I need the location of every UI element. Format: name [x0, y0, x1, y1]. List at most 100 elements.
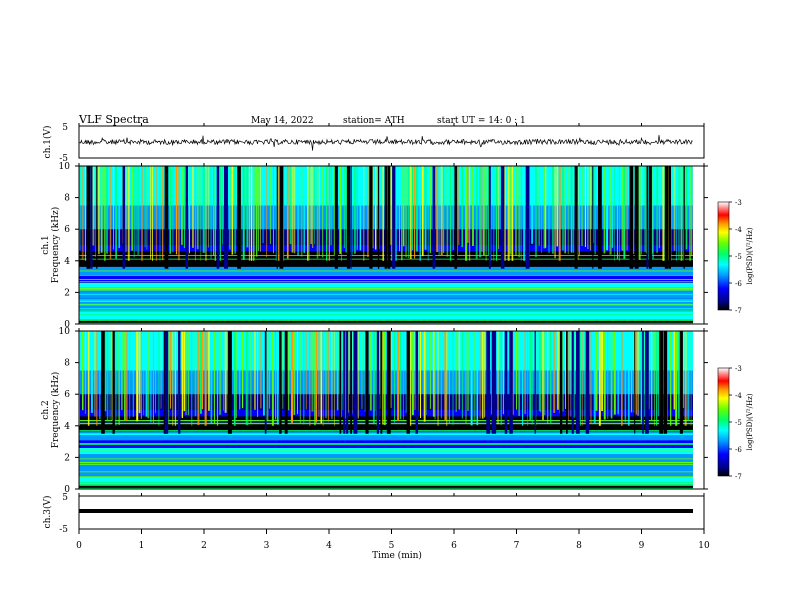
- spectrogram-streak: [341, 166, 342, 261]
- spectrogram-streak: [484, 331, 486, 418]
- spectrogram-line: [79, 422, 693, 424]
- spectrogram-streak: [266, 331, 269, 422]
- spectrogram-gap: [380, 331, 383, 434]
- spectrogram-gap: [392, 166, 396, 269]
- spectrogram-gap: [663, 331, 668, 434]
- spectrogram-streak: [354, 166, 356, 254]
- spectrogram-streak: [635, 331, 637, 415]
- spectrogram-streak: [390, 331, 392, 408]
- spectrogram-streak: [141, 166, 143, 261]
- spectrogram-streak: [565, 331, 567, 409]
- spectrogram-streak: [81, 166, 84, 260]
- spectrogram-streak: [150, 331, 152, 423]
- spectrogram-streak: [235, 331, 237, 418]
- spectrogram-streak: [481, 331, 484, 419]
- spectrogram-band: [79, 394, 693, 410]
- spectrogram-streak: [202, 166, 205, 253]
- spectrogram-streak: [372, 166, 374, 249]
- spectrogram-line: [79, 279, 693, 280]
- spectrogram-streak: [483, 166, 485, 256]
- spectrogram-streak: [383, 331, 386, 425]
- spec-ytick-label: 10: [59, 327, 71, 337]
- spectrogram-streak: [316, 166, 319, 259]
- spectrogram-streak: [213, 331, 215, 424]
- spectrogram-streak: [545, 166, 547, 248]
- spectrogram-streak: [305, 331, 307, 410]
- spectrogram-streak: [518, 166, 521, 258]
- spectrogram-streak: [242, 331, 244, 409]
- spectrogram-band: [79, 410, 693, 417]
- spectrogram-streak: [222, 331, 224, 411]
- spectrogram-streak: [516, 331, 517, 410]
- spectrogram-gap: [225, 166, 228, 269]
- spectrogram-line: [79, 471, 693, 473]
- spectrogram-streak: [375, 166, 377, 250]
- spec-ytick-label: 0: [64, 320, 70, 330]
- spectrogram-streak: [303, 166, 305, 254]
- spectrogram-gap: [346, 331, 349, 434]
- spectrogram-baseline: [79, 320, 693, 323]
- spectrogram-streak: [169, 166, 171, 254]
- colorbar-tick-label: -5: [735, 253, 742, 261]
- spectrogram-streak: [432, 331, 435, 417]
- ch3-waveform-panel: 5 -5 ch.3(V): [42, 493, 705, 535]
- spectrogram-streak: [550, 331, 552, 424]
- spectrogram-streak: [239, 331, 241, 410]
- spectrogram-streak: [131, 166, 133, 251]
- spectrogram-streak: [210, 331, 213, 424]
- spectrogram-streak: [429, 166, 431, 254]
- spectrogram-streak: [420, 331, 421, 418]
- spectrogram-gap: [122, 166, 126, 269]
- ch1-waveform-trace: [78, 134, 693, 151]
- colorbar-tick-label: -7: [735, 307, 742, 315]
- spectrogram-line: [79, 282, 693, 284]
- spectrogram-streak: [84, 166, 86, 261]
- spectrogram-line: [79, 444, 693, 445]
- spectrogram-streak: [436, 166, 439, 253]
- spectrogram-streak: [286, 166, 289, 259]
- spectrogram-streak: [248, 166, 251, 261]
- spectrogram-streak: [257, 331, 259, 417]
- spectrogram-streak: [594, 166, 596, 255]
- spectrogram-line: [79, 420, 693, 422]
- spectrogram-streak: [100, 166, 103, 253]
- spectrogram-streak: [621, 166, 624, 251]
- spectrogram-gap: [683, 166, 685, 269]
- spectrogram-streak: [194, 331, 197, 417]
- spectrogram-streak: [590, 331, 592, 424]
- spectrogram-streak: [152, 166, 153, 261]
- spectrogram-line: [79, 439, 693, 441]
- spectrogram-band: [79, 432, 693, 441]
- spectrogram-streak: [155, 331, 156, 414]
- spectrogram-streak: [452, 166, 454, 250]
- spectrogram-streak: [485, 166, 487, 261]
- spectrogram-streak: [159, 166, 161, 261]
- spectrogram-streak: [95, 166, 96, 257]
- spectrogram-gap: [585, 331, 588, 434]
- xtick-label: 2: [201, 541, 207, 551]
- spectrogram-streak: [522, 331, 524, 426]
- spectrogram-streak: [326, 166, 328, 261]
- spectrogram-streak: [318, 331, 320, 417]
- spectrogram-streak: [293, 331, 296, 415]
- spectrogram-streak: [467, 331, 470, 411]
- spectrogram-streak: [424, 166, 427, 250]
- ch1-spec-ylabel-freq: Frequency (kHz): [50, 207, 61, 284]
- spectrogram-gap: [560, 331, 563, 434]
- spectrogram-streak: [465, 166, 468, 261]
- spectrogram-streak: [328, 166, 330, 261]
- spectrogram-streak: [681, 331, 684, 408]
- spectrogram-streak: [357, 331, 359, 419]
- spectrogram-streak: [579, 166, 580, 256]
- spectrogram-streak: [320, 331, 322, 424]
- spectrogram-band: [79, 331, 693, 371]
- spectrogram-line: [79, 443, 693, 444]
- spectrogram-streak: [201, 331, 204, 410]
- spectrogram-streak: [531, 166, 533, 244]
- spectrogram-gap: [494, 331, 497, 434]
- spectrogram-streak: [79, 166, 81, 251]
- spectrogram-streak: [616, 166, 618, 260]
- time-axis-label: Time (min): [372, 550, 422, 561]
- spectrogram-line: [79, 319, 693, 321]
